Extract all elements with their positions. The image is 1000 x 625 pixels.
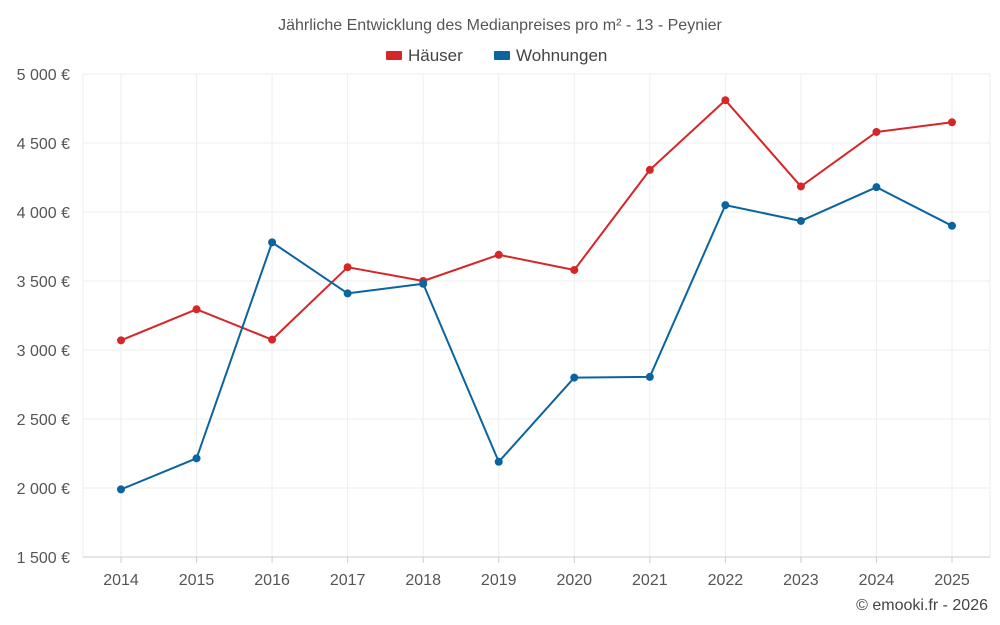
series-line-haeuser bbox=[120, 99, 953, 342]
legend: Häuser Wohnungen bbox=[386, 46, 607, 65]
data-point-haeuser[interactable] bbox=[192, 305, 201, 314]
x-axis: 2014 2015 2016 2017 2018 2019 2020 2021 2022 2023… bbox=[103, 557, 970, 589]
data-point-haeuser[interactable] bbox=[570, 265, 579, 274]
x-tick-label: 2014 bbox=[103, 572, 139, 589]
series-group bbox=[117, 96, 956, 494]
data-point-wohnungen[interactable] bbox=[721, 201, 730, 210]
series-line-wohnungen bbox=[120, 186, 953, 491]
data-point-wohnungen[interactable] bbox=[796, 216, 805, 225]
legend-label-wohnungen[interactable]: Wohnungen bbox=[516, 46, 607, 65]
chart-title: Jährliche Entwicklung des Medianpreises … bbox=[278, 17, 722, 34]
data-point-haeuser[interactable] bbox=[645, 165, 654, 174]
data-point-haeuser[interactable] bbox=[796, 182, 805, 191]
x-tick-label: 2016 bbox=[254, 572, 290, 589]
data-point-wohnungen[interactable] bbox=[570, 373, 579, 382]
y-tick-label: 3 500 € bbox=[17, 274, 70, 291]
x-tick-label: 2021 bbox=[632, 572, 668, 589]
x-tick-label: 2018 bbox=[405, 572, 441, 589]
data-point-wohnungen[interactable] bbox=[645, 372, 654, 381]
data-point-haeuser[interactable] bbox=[117, 336, 125, 345]
data-point-wohnungen[interactable] bbox=[192, 454, 201, 463]
x-tick-label: 2023 bbox=[783, 572, 819, 589]
legend-label-haeuser[interactable]: Häuser bbox=[408, 46, 463, 65]
data-point-wohnungen[interactable] bbox=[872, 183, 881, 192]
y-tick-label: 4 500 € bbox=[17, 136, 70, 153]
copyright-credit: © emooki.fr - 2026 bbox=[856, 597, 988, 614]
legend-swatch-wohnungen[interactable] bbox=[494, 51, 510, 60]
grid bbox=[82, 73, 991, 558]
data-point-haeuser[interactable] bbox=[268, 335, 277, 344]
y-axis: 1 500 € 2 000 € 2 500 € 3 000 € 3 500 € 4 000… bbox=[17, 67, 70, 567]
data-point-haeuser[interactable] bbox=[721, 96, 730, 105]
data-point-haeuser[interactable] bbox=[948, 118, 956, 127]
x-tick-label: 2015 bbox=[179, 572, 215, 589]
legend-swatch-haeuser[interactable] bbox=[386, 51, 402, 60]
data-point-haeuser[interactable] bbox=[343, 263, 352, 272]
x-tick-label: 2019 bbox=[481, 572, 517, 589]
data-point-wohnungen[interactable] bbox=[268, 238, 277, 247]
data-point-haeuser[interactable] bbox=[872, 127, 881, 136]
x-tick-label: 2020 bbox=[556, 572, 592, 589]
data-point-wohnungen[interactable] bbox=[948, 221, 956, 230]
x-tick-label: 2022 bbox=[708, 572, 744, 589]
x-tick-label: 2017 bbox=[330, 572, 366, 589]
data-point-wohnungen[interactable] bbox=[117, 485, 125, 494]
y-tick-label: 2 500 € bbox=[17, 412, 70, 429]
y-tick-label: 2 000 € bbox=[17, 481, 70, 498]
data-point-wohnungen[interactable] bbox=[419, 279, 428, 288]
x-tick-label: 2025 bbox=[934, 572, 970, 589]
data-point-wohnungen[interactable] bbox=[343, 289, 352, 298]
data-point-wohnungen[interactable] bbox=[494, 457, 503, 466]
y-tick-label: 3 000 € bbox=[17, 343, 70, 360]
y-tick-label: 4 000 € bbox=[17, 205, 70, 222]
data-point-haeuser[interactable] bbox=[494, 250, 503, 259]
y-tick-label: 1 500 € bbox=[17, 550, 70, 567]
x-tick-label: 2024 bbox=[859, 572, 895, 589]
y-tick-label: 5 000 € bbox=[17, 67, 70, 84]
